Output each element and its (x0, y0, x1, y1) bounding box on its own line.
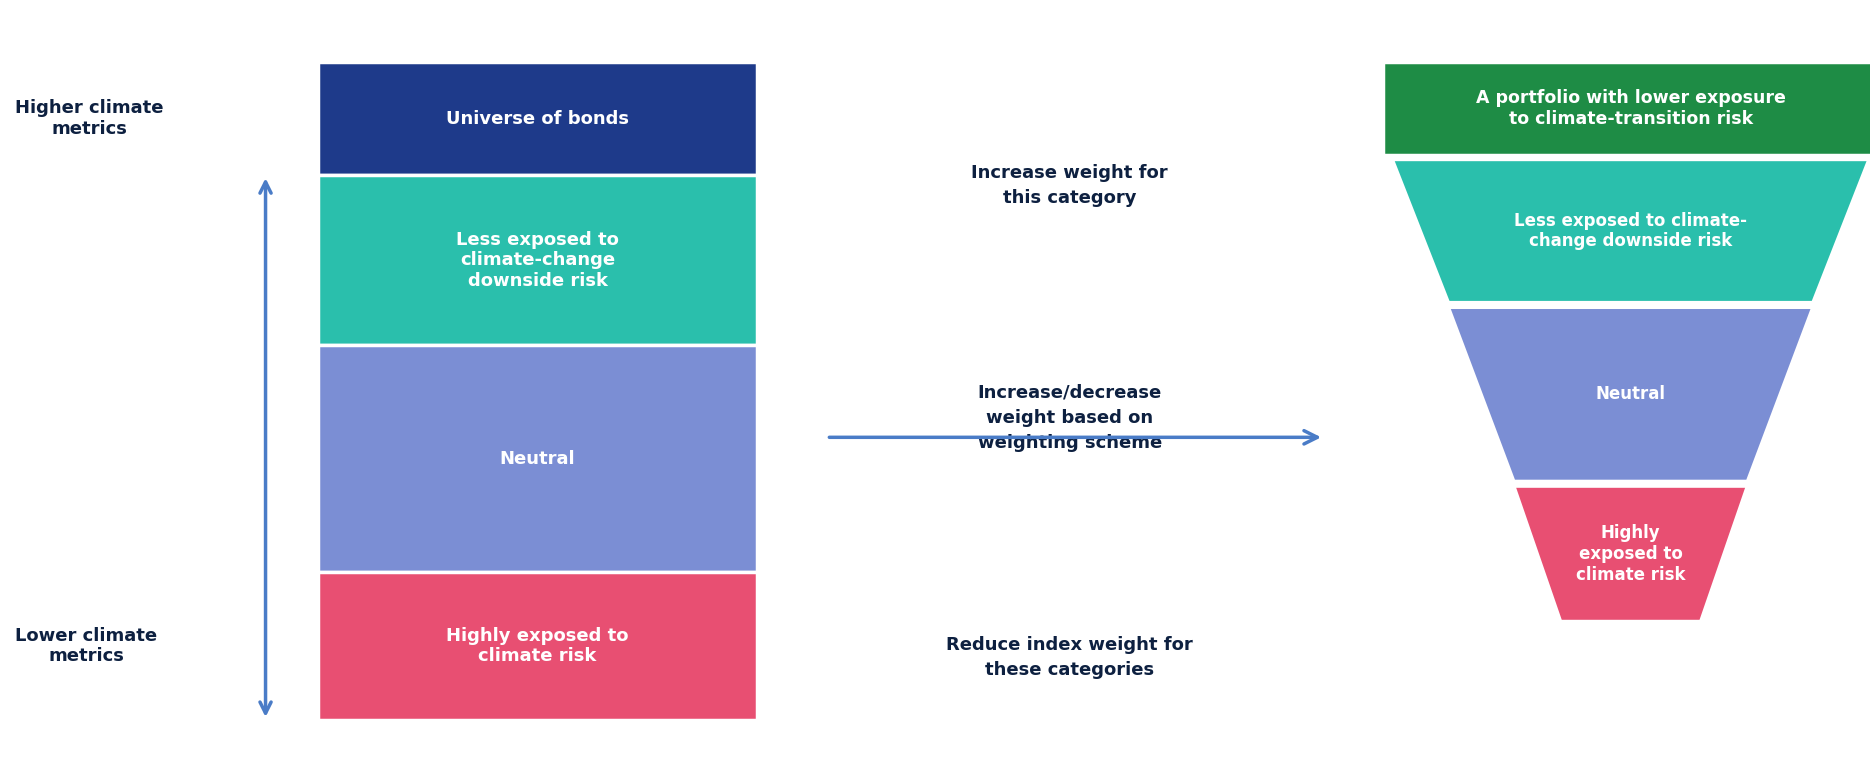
Polygon shape (1391, 159, 1870, 303)
Polygon shape (1515, 486, 1748, 622)
Text: Increase/decrease
weight based on
weighting scheme: Increase/decrease weight based on weight… (978, 384, 1161, 452)
Text: Higher climate
metrics: Higher climate metrics (15, 99, 163, 138)
FancyBboxPatch shape (318, 572, 757, 720)
Text: Neutral: Neutral (1595, 385, 1666, 403)
Text: Highly exposed to
climate risk: Highly exposed to climate risk (447, 627, 628, 666)
Text: Reduce index weight for
these categories: Reduce index weight for these categories (946, 636, 1193, 680)
Text: Lower climate
metrics: Lower climate metrics (15, 627, 157, 666)
Text: Increase weight for
this category: Increase weight for this category (971, 164, 1169, 207)
Text: Neutral: Neutral (499, 450, 576, 468)
Polygon shape (1449, 307, 1814, 481)
FancyBboxPatch shape (318, 176, 757, 345)
Text: Universe of bonds: Universe of bonds (447, 110, 628, 128)
Text: Less exposed to climate-
change downside risk: Less exposed to climate- change downside… (1515, 211, 1747, 251)
FancyBboxPatch shape (318, 345, 757, 572)
FancyBboxPatch shape (1384, 62, 1870, 155)
Text: Less exposed to
climate-change
downside risk: Less exposed to climate-change downside … (456, 231, 619, 290)
Text: A portfolio with lower exposure
to climate-transition risk: A portfolio with lower exposure to clima… (1475, 89, 1786, 128)
Text: Highly
exposed to
climate risk: Highly exposed to climate risk (1576, 524, 1685, 584)
FancyBboxPatch shape (318, 62, 757, 176)
